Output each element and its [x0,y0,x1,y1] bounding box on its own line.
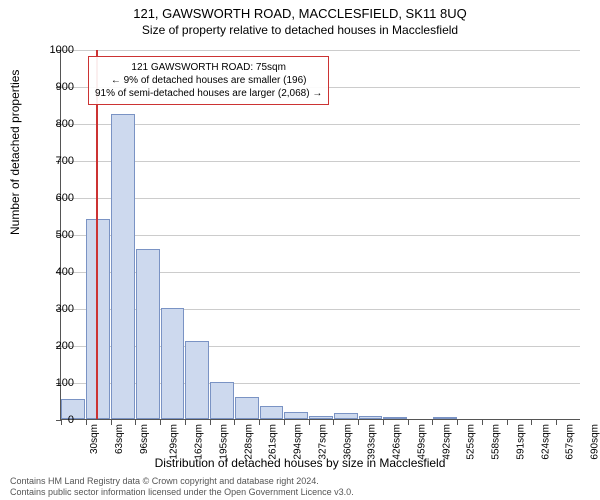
histogram-bar [260,406,284,419]
histogram-bar [161,308,185,419]
xtick-label: 624sqm [540,424,551,460]
xtick-mark [432,420,433,425]
ytick-label: 400 [34,266,74,278]
xtick-mark [135,420,136,425]
xtick-mark [457,420,458,425]
xtick-label: 30sqm [89,424,100,454]
xtick-mark [408,420,409,425]
histogram-bar [284,412,308,419]
xtick-label: 162sqm [194,424,205,460]
xtick-label: 195sqm [218,424,229,460]
histogram-bar [359,416,383,419]
histogram-bar [235,397,259,419]
xtick-mark [309,420,310,425]
xtick-label: 228sqm [243,424,254,460]
x-axis-label: Distribution of detached houses by size … [0,456,600,470]
annotation-line2: ← 9% of detached houses are smaller (196… [95,74,322,87]
xtick-label: 327sqm [317,424,328,460]
chart-area: 30sqm63sqm96sqm129sqm162sqm195sqm228sqm2… [60,50,580,420]
xtick-mark [185,420,186,425]
grid-line [61,235,580,236]
grid-line [61,50,580,51]
xtick-label: 426sqm [392,424,403,460]
ytick-label: 700 [34,155,74,167]
histogram-bar [136,249,160,419]
annotation-line1: 121 GAWSWORTH ROAD: 75sqm [95,61,322,74]
xtick-label: 360sqm [342,424,353,460]
xtick-label: 294sqm [293,424,304,460]
ytick-label: 900 [34,81,74,93]
xtick-mark [531,420,532,425]
chart-container: 121, GAWSWORTH ROAD, MACCLESFIELD, SK11 … [0,0,600,500]
ytick-label: 1000 [34,44,74,56]
ytick-label: 500 [34,229,74,241]
xtick-label: 96sqm [139,424,150,454]
xtick-mark [234,420,235,425]
ytick-label: 600 [34,192,74,204]
chart-title: 121, GAWSWORTH ROAD, MACCLESFIELD, SK11 … [0,0,600,21]
histogram-bar [383,417,407,419]
xtick-mark [160,420,161,425]
histogram-bar [433,417,457,419]
xtick-label: 690sqm [590,424,600,460]
histogram-bar [111,114,135,419]
footer-line1: Contains HM Land Registry data © Crown c… [10,476,590,487]
xtick-label: 459sqm [416,424,427,460]
xtick-label: 657sqm [565,424,576,460]
xtick-mark [358,420,359,425]
xtick-mark [86,420,87,425]
ytick-label: 200 [34,340,74,352]
xtick-mark [284,420,285,425]
y-axis-label: Number of detached properties [8,70,22,235]
xtick-label: 63sqm [114,424,125,454]
xtick-label: 129sqm [169,424,180,460]
xtick-mark [383,420,384,425]
grid-line [61,161,580,162]
histogram-bar [185,341,209,419]
plot-area: 30sqm63sqm96sqm129sqm162sqm195sqm228sqm2… [60,50,580,420]
grid-line [61,198,580,199]
footer: Contains HM Land Registry data © Crown c… [10,476,590,498]
histogram-bar [210,382,234,419]
annotation-line3: 91% of semi-detached houses are larger (… [95,87,322,100]
annotation-box: 121 GAWSWORTH ROAD: 75sqm ← 9% of detach… [88,56,329,105]
xtick-label: 261sqm [268,424,279,460]
xtick-mark [111,420,112,425]
xtick-label: 525sqm [466,424,477,460]
xtick-label: 591sqm [516,424,527,460]
xtick-mark [210,420,211,425]
xtick-label: 558sqm [491,424,502,460]
ytick-label: 800 [34,118,74,130]
xtick-mark [556,420,557,425]
ytick-label: 0 [34,414,74,426]
xtick-mark [482,420,483,425]
footer-line2: Contains public sector information licen… [10,487,590,498]
xtick-mark [333,420,334,425]
ytick-label: 300 [34,303,74,315]
grid-line [61,124,580,125]
xtick-label: 393sqm [367,424,378,460]
histogram-bar [334,413,358,419]
chart-subtitle: Size of property relative to detached ho… [0,21,600,37]
xtick-mark [259,420,260,425]
histogram-bar [309,416,333,419]
property-marker-line [96,50,98,419]
xtick-mark [507,420,508,425]
xtick-label: 492sqm [441,424,452,460]
ytick-label: 100 [34,377,74,389]
